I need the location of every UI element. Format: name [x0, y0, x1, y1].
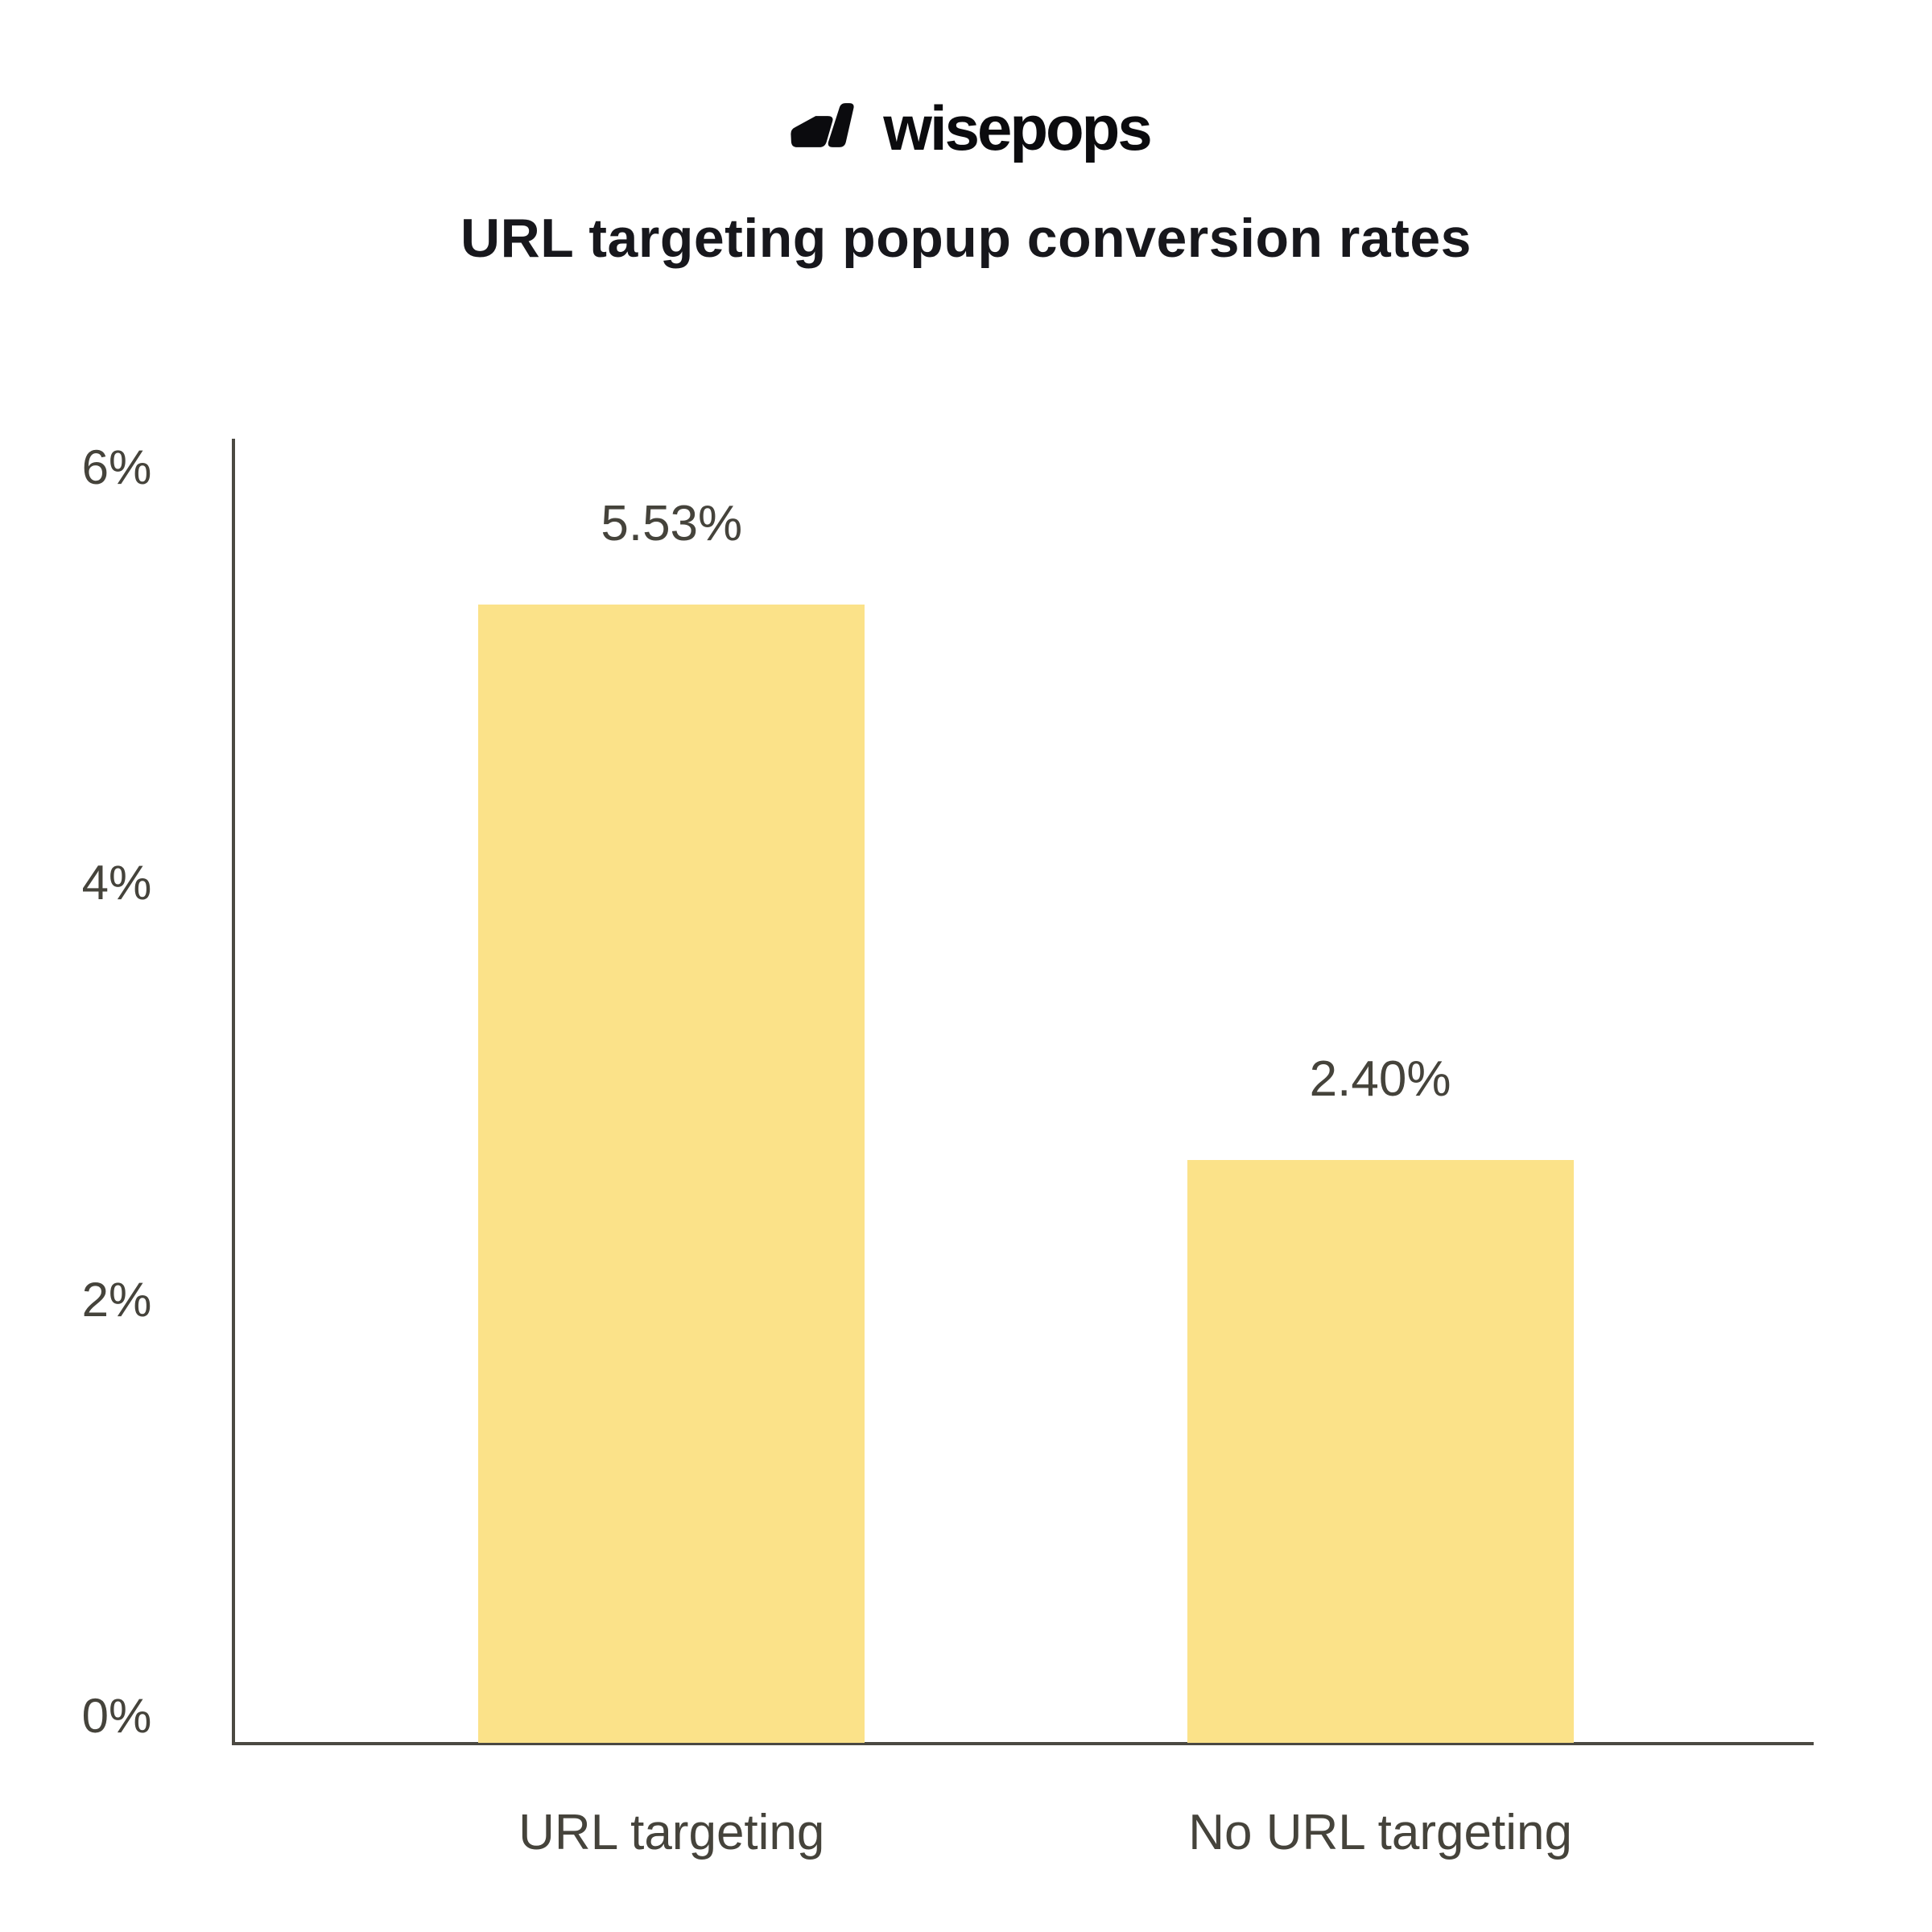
y-axis-tick-labels: 6% 4% 2% 0%	[20, 439, 213, 1745]
y-axis-tick-label: 4%	[81, 855, 152, 910]
x-axis-label: No URL targeting	[1188, 1805, 1572, 1860]
bar-1	[478, 605, 865, 1743]
chart-title: URL targeting popup conversion rates	[460, 208, 1472, 269]
x-axis-category-labels: URL targeting No URL targeting	[232, 1803, 1814, 1892]
brand-name: wisepops	[883, 93, 1152, 163]
wisepops-logo-icon	[782, 103, 859, 151]
brand-logo: wisepops	[0, 84, 1932, 161]
bar-2	[1187, 1160, 1574, 1743]
bar-value-label: 2.40%	[1309, 1051, 1451, 1108]
y-axis-tick-label: 0%	[81, 1689, 152, 1744]
bar-value-label: 5.53%	[601, 496, 743, 552]
y-axis-tick-label: 2%	[81, 1272, 152, 1327]
y-axis-line	[232, 439, 235, 1745]
x-axis-line	[232, 1742, 1814, 1745]
x-axis-label: URL targeting	[518, 1805, 825, 1860]
y-axis-tick-label: 6%	[81, 440, 152, 494]
plot-area: 5.53% 2.40%	[232, 439, 1814, 1745]
